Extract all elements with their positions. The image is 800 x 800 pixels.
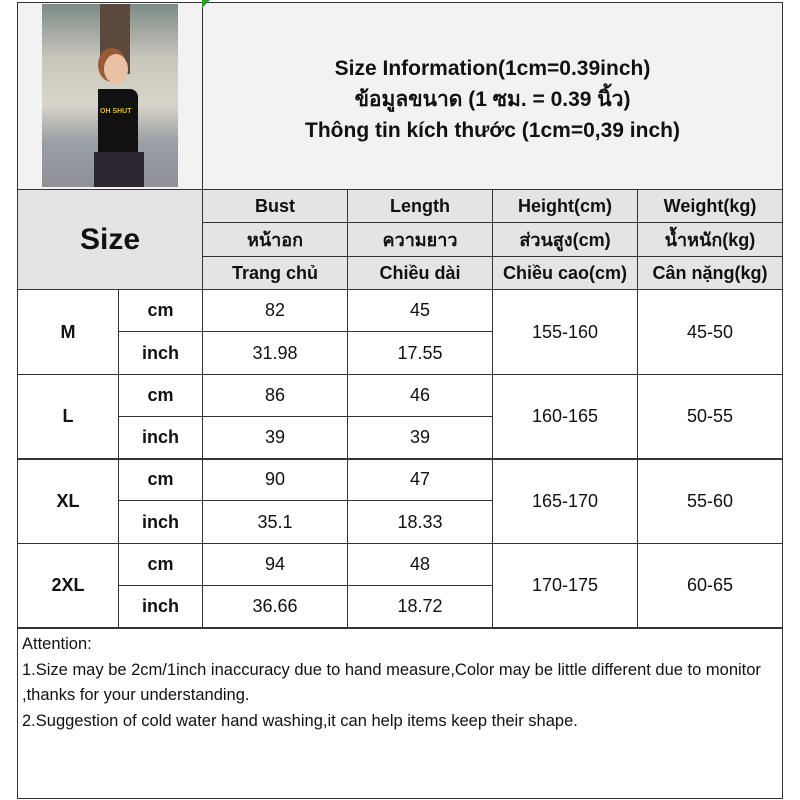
weight-range: 50-55: [637, 373, 783, 460]
model-pants: [94, 152, 144, 187]
size-label: L: [17, 373, 119, 460]
column-header-en: Weight(kg): [637, 189, 783, 223]
column-header-vi: Trang chủ: [202, 256, 348, 290]
length-cm: 47: [347, 458, 493, 501]
size-label: 2XL: [17, 542, 119, 629]
corner-marker: [202, 0, 210, 8]
unit-cm: cm: [118, 542, 203, 586]
shirt-print: OH SHUT: [100, 108, 132, 115]
length-cm: 46: [347, 373, 493, 417]
bust-inch: 36.66: [202, 584, 348, 629]
bust-inch: 39: [202, 415, 348, 460]
column-header-th: ส่วนสูง(cm): [492, 222, 638, 257]
column-header-en: Bust: [202, 189, 348, 223]
title-en: Size Information(1cm=0.39inch): [334, 57, 651, 80]
bust-inch: 31.98: [202, 331, 348, 375]
column-header-vi: Chiều dài: [347, 256, 493, 290]
title-cell: Size Information(1cm=0.39inch) ข้อมูลขนา…: [202, 2, 783, 190]
length-inch: 39: [347, 415, 493, 460]
attention-note-2: 2.Suggestion of cold water hand washing,…: [22, 711, 578, 730]
attention-notes: Attention: 1.Size may be 2cm/1inch inacc…: [17, 627, 783, 799]
column-header-th: น้ำหนัก(kg): [637, 222, 783, 257]
column-header-vi: Cân nặng(kg): [637, 256, 783, 290]
column-header-en: Length: [347, 189, 493, 223]
column-header-vi: Chiều cao(cm): [492, 256, 638, 290]
column-header-th: ความยาว: [347, 222, 493, 257]
length-inch: 18.72: [347, 584, 493, 629]
bust-cm: 86: [202, 373, 348, 417]
size-header: Size: [17, 189, 203, 290]
model-top: [98, 89, 138, 154]
weight-range: 55-60: [637, 458, 783, 544]
attention-heading: Attention:: [22, 635, 92, 653]
product-photo: OH SHUT: [42, 4, 178, 187]
attention-note-1: 1.Size may be 2cm/1inch inaccuracy due t…: [22, 660, 761, 705]
length-inch: 18.33: [347, 500, 493, 544]
unit-cm: cm: [118, 458, 203, 501]
weight-range: 60-65: [637, 542, 783, 629]
bust-cm: 94: [202, 542, 348, 586]
height-range: 160-165: [492, 373, 638, 460]
height-range: 165-170: [492, 458, 638, 544]
unit-inch: inch: [118, 331, 203, 375]
height-range: 170-175: [492, 542, 638, 629]
unit-cm: cm: [118, 373, 203, 417]
length-inch: 17.55: [347, 331, 493, 375]
bust-cm: 82: [202, 289, 348, 332]
unit-inch: inch: [118, 584, 203, 629]
size-label: XL: [17, 458, 119, 544]
length-cm: 48: [347, 542, 493, 586]
unit-cm: cm: [118, 289, 203, 332]
title-th: ข้อมูลขนาด (1 ซม. = 0.39 นิ้ว): [354, 88, 631, 111]
size-label: M: [17, 289, 119, 375]
unit-inch: inch: [118, 500, 203, 544]
unit-inch: inch: [118, 415, 203, 460]
length-cm: 45: [347, 289, 493, 332]
bust-inch: 35.1: [202, 500, 348, 544]
height-range: 155-160: [492, 289, 638, 375]
title-vi: Thông tin kích thước (1cm=0,39 inch): [305, 119, 680, 142]
column-header-th: หน้าอก: [202, 222, 348, 257]
column-header-en: Height(cm): [492, 189, 638, 223]
weight-range: 45-50: [637, 289, 783, 375]
model-head: [104, 54, 128, 84]
bust-cm: 90: [202, 458, 348, 501]
